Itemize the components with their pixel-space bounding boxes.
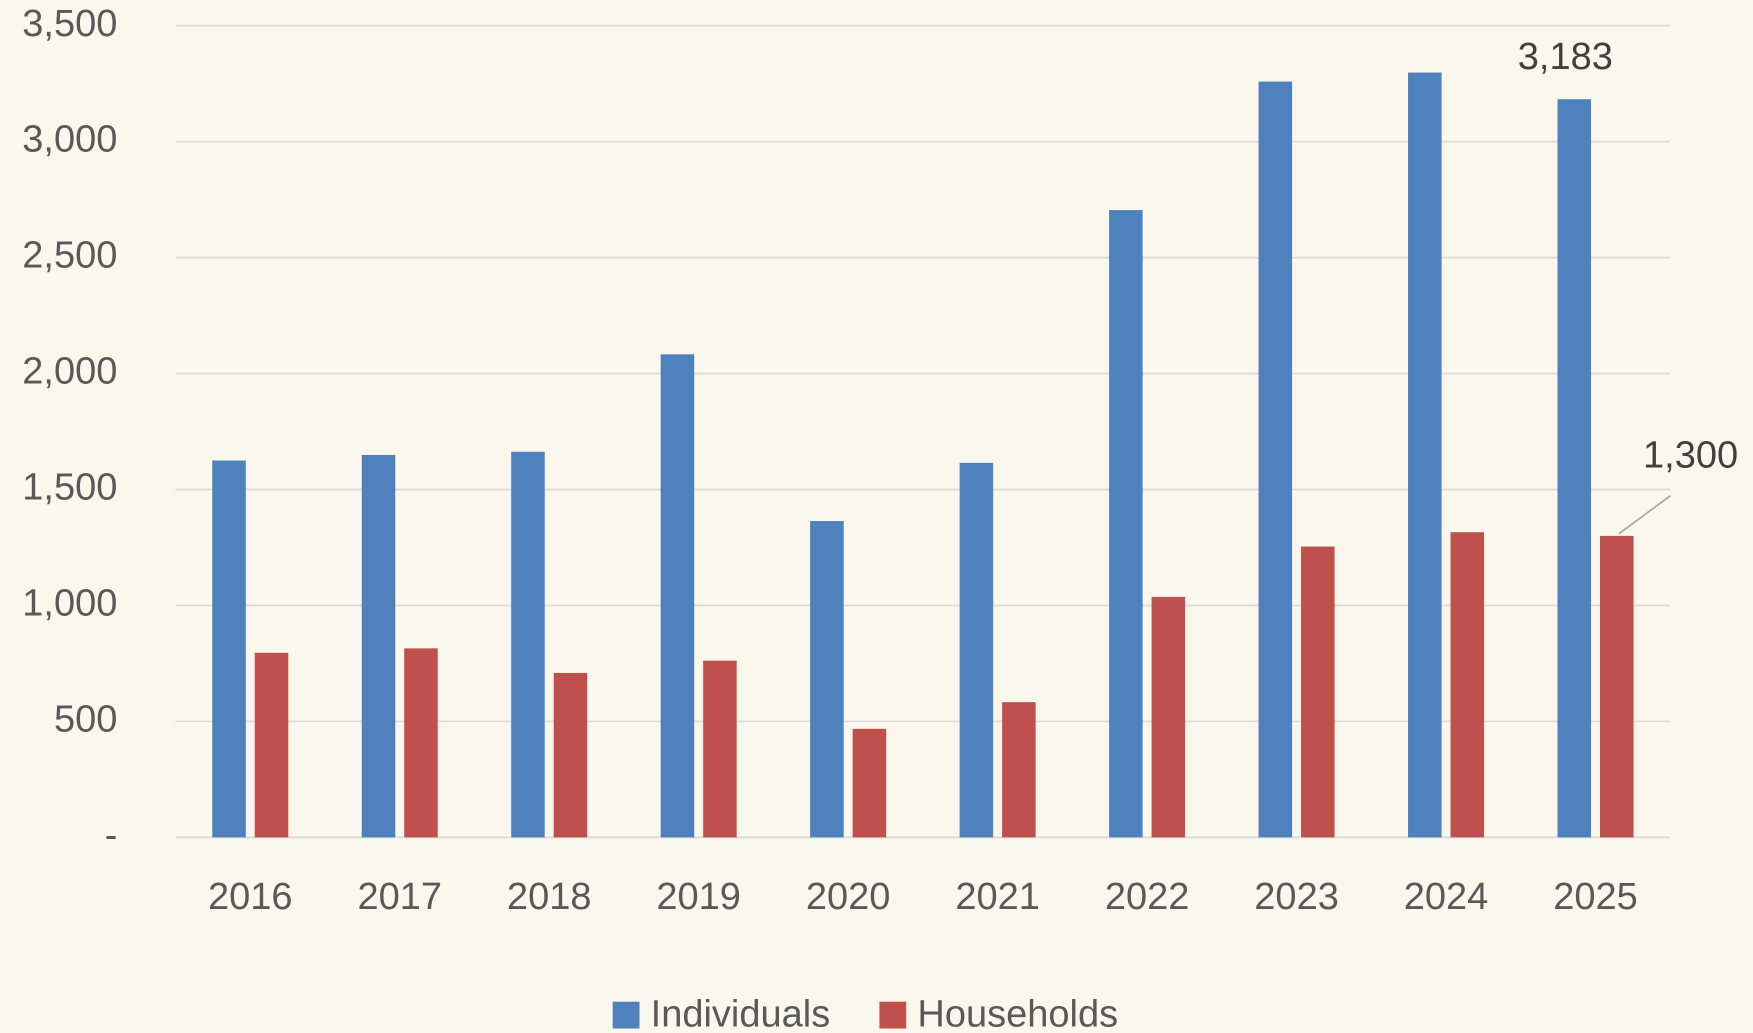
bar: [254, 652, 289, 838]
y-tick-label: 1,000: [22, 583, 117, 625]
legend-label: Households: [917, 993, 1118, 1033]
x-tick-label: 2025: [1553, 876, 1638, 918]
bar: [852, 728, 887, 838]
y-tick-label: 3,000: [22, 119, 117, 161]
x-tick-label: 2020: [806, 876, 891, 918]
bar: [1408, 72, 1442, 838]
x-tick-label: 2022: [1105, 876, 1190, 918]
x-tick-label: 2019: [656, 876, 741, 918]
bar: [212, 460, 246, 838]
x-tick-label: 2024: [1404, 876, 1489, 918]
x-tick-label: 2017: [357, 876, 442, 918]
bar: [1450, 532, 1485, 838]
y-tick-label: 1,500: [22, 467, 117, 509]
bar: [1301, 546, 1335, 838]
leader-line: [1618, 494, 1671, 535]
x-tick-label: 2018: [507, 876, 592, 918]
y-tick-label: 2,000: [22, 351, 117, 393]
bar: [553, 672, 588, 838]
bar: [1258, 81, 1293, 838]
bar: [361, 454, 396, 838]
y-tick-label: 3,500: [22, 3, 117, 45]
legend-swatch: [612, 1001, 640, 1029]
data-label: 1,300: [1643, 435, 1738, 477]
legend-label: Individuals: [651, 993, 831, 1033]
bar: [810, 521, 844, 838]
data-label: 3,183: [1518, 36, 1613, 78]
bar: [660, 354, 695, 838]
y-tick-label: -: [105, 814, 118, 856]
bar: [1002, 702, 1036, 838]
bar: [959, 462, 994, 838]
bar: [1599, 535, 1634, 838]
y-tick-label: 500: [54, 698, 117, 740]
bar: [1557, 99, 1592, 838]
legend-swatch: [879, 1001, 907, 1029]
bar: [511, 451, 545, 838]
bar: [1109, 210, 1143, 838]
x-tick-label: 2023: [1254, 876, 1339, 918]
bar: [404, 648, 438, 838]
bar: [1151, 596, 1186, 838]
x-tick-label: 2021: [955, 876, 1040, 918]
bar: [703, 660, 737, 838]
x-tick-label: 2016: [208, 876, 293, 918]
y-tick-label: 2,500: [22, 235, 117, 277]
